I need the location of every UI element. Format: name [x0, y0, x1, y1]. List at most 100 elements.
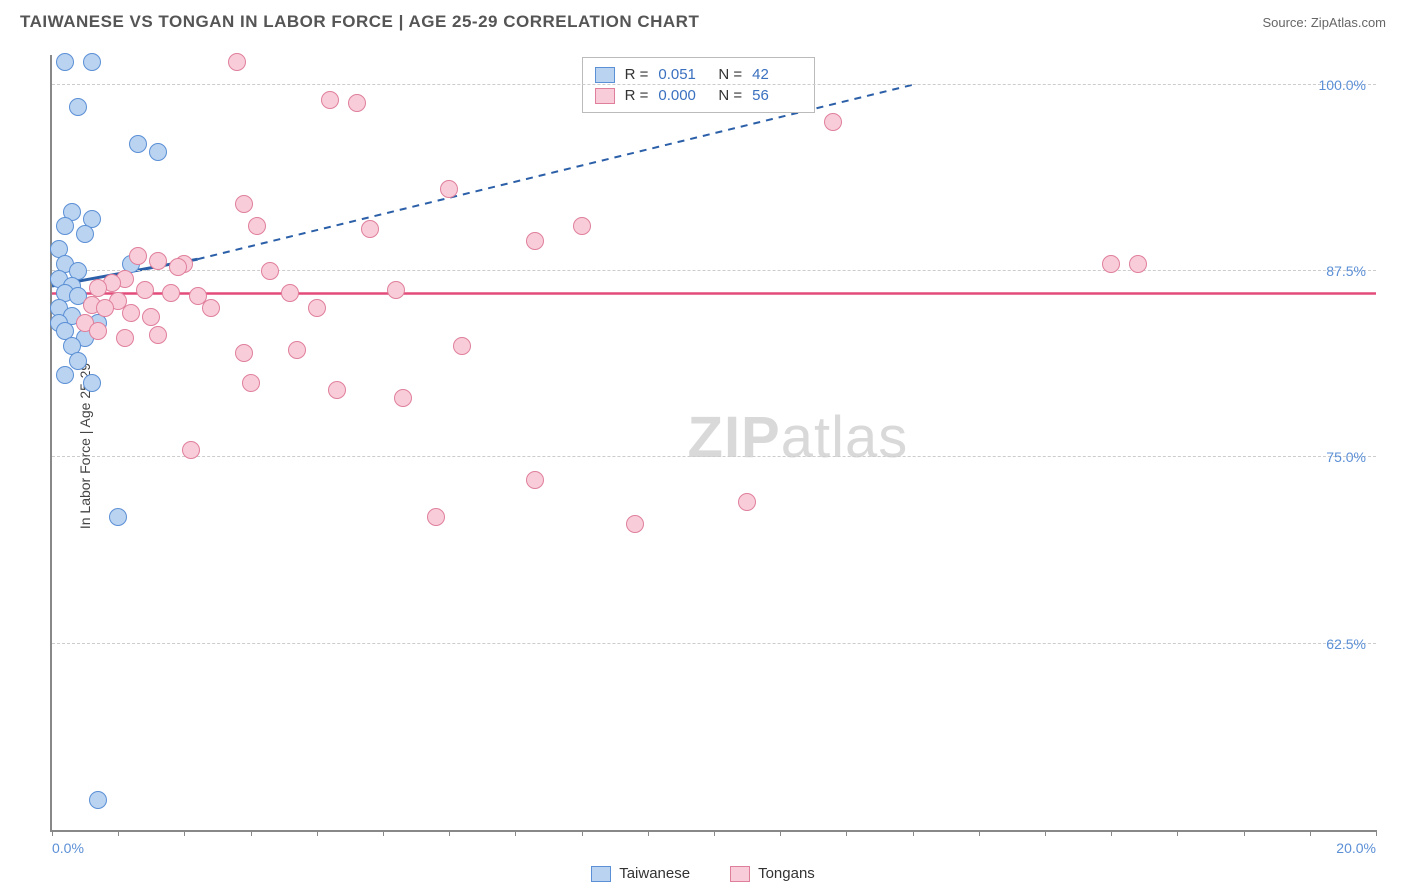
x-tick [1376, 830, 1377, 836]
data-point [56, 366, 74, 384]
data-point [738, 493, 756, 511]
data-point [76, 225, 94, 243]
x-tick [383, 830, 384, 836]
data-point [89, 322, 107, 340]
trend-lines-overlay [52, 55, 1376, 830]
y-tick-label: 87.5% [1326, 263, 1366, 279]
data-point [453, 337, 471, 355]
data-point [526, 232, 544, 250]
data-point [1102, 255, 1120, 273]
data-point [89, 279, 107, 297]
data-point [288, 341, 306, 359]
data-point [116, 329, 134, 347]
data-point [242, 374, 260, 392]
data-point [83, 374, 101, 392]
swatch-tongans [595, 88, 615, 104]
data-point [182, 441, 200, 459]
data-point [169, 258, 187, 276]
legend-item-taiwanese: Taiwanese [591, 865, 690, 882]
x-tick [317, 830, 318, 836]
x-tick [52, 830, 53, 836]
data-point [162, 284, 180, 302]
y-tick-label: 75.0% [1326, 449, 1366, 465]
data-point [1129, 255, 1147, 273]
data-point [361, 220, 379, 238]
n-label: N = [718, 87, 742, 104]
legend-label: Tongans [758, 865, 815, 882]
r-value-taiwanese: 0.051 [658, 66, 708, 83]
data-point [427, 508, 445, 526]
data-point [149, 252, 167, 270]
x-tick [846, 830, 847, 836]
chart-area: ZIPatlas R = 0.051 N = 42 R = 0.000 N = … [50, 55, 1376, 832]
data-point [129, 135, 147, 153]
y-tick-label: 100.0% [1319, 77, 1366, 93]
data-point [202, 299, 220, 317]
data-point [328, 381, 346, 399]
x-tick [1244, 830, 1245, 836]
y-gridline [52, 456, 1376, 457]
legend-item-tongans: Tongans [730, 865, 815, 882]
swatch-taiwanese [595, 67, 615, 83]
x-tick [979, 830, 980, 836]
x-tick [648, 830, 649, 836]
data-point [56, 53, 74, 71]
x-tick [1045, 830, 1046, 836]
n-value-tongans: 56 [752, 87, 802, 104]
data-point [394, 389, 412, 407]
data-point [96, 299, 114, 317]
n-label: N = [718, 66, 742, 83]
data-point [235, 344, 253, 362]
data-point [69, 352, 87, 370]
r-label: R = [625, 87, 649, 104]
data-point [83, 53, 101, 71]
data-point [321, 91, 339, 109]
data-point [626, 515, 644, 533]
y-tick-label: 62.5% [1326, 636, 1366, 652]
x-tick [582, 830, 583, 836]
data-point [261, 262, 279, 280]
swatch-tongans [730, 866, 750, 882]
x-tick [913, 830, 914, 836]
data-point [129, 247, 147, 265]
data-point [281, 284, 299, 302]
source-label: Source: ZipAtlas.com [1262, 15, 1386, 30]
data-point [136, 281, 154, 299]
legend-label: Taiwanese [619, 865, 690, 882]
data-point [228, 53, 246, 71]
y-gridline [52, 270, 1376, 271]
x-tick [449, 830, 450, 836]
x-tick [251, 830, 252, 836]
data-point [387, 281, 405, 299]
r-label: R = [625, 66, 649, 83]
data-point [142, 308, 160, 326]
data-point [89, 791, 107, 809]
data-point [235, 195, 253, 213]
r-value-tongans: 0.000 [658, 87, 708, 104]
data-point [149, 143, 167, 161]
data-point [109, 508, 127, 526]
data-point [573, 217, 591, 235]
x-tick [118, 830, 119, 836]
bottom-legend: Taiwanese Tongans [0, 865, 1406, 882]
data-point [824, 113, 842, 131]
x-tick [1111, 830, 1112, 836]
y-gridline [52, 84, 1376, 85]
data-point [348, 94, 366, 112]
data-point [122, 304, 140, 322]
x-tick [780, 830, 781, 836]
x-tick-label: 20.0% [1336, 840, 1376, 856]
x-tick [184, 830, 185, 836]
stats-row-taiwanese: R = 0.051 N = 42 [595, 64, 803, 85]
data-point [526, 471, 544, 489]
data-point [308, 299, 326, 317]
data-point [69, 98, 87, 116]
stats-row-tongans: R = 0.000 N = 56 [595, 85, 803, 106]
x-tick-label: 0.0% [52, 840, 84, 856]
x-tick [515, 830, 516, 836]
swatch-taiwanese [591, 866, 611, 882]
x-tick [1310, 830, 1311, 836]
x-tick [714, 830, 715, 836]
y-gridline [52, 643, 1376, 644]
stats-legend-box: R = 0.051 N = 42 R = 0.000 N = 56 [582, 57, 816, 113]
